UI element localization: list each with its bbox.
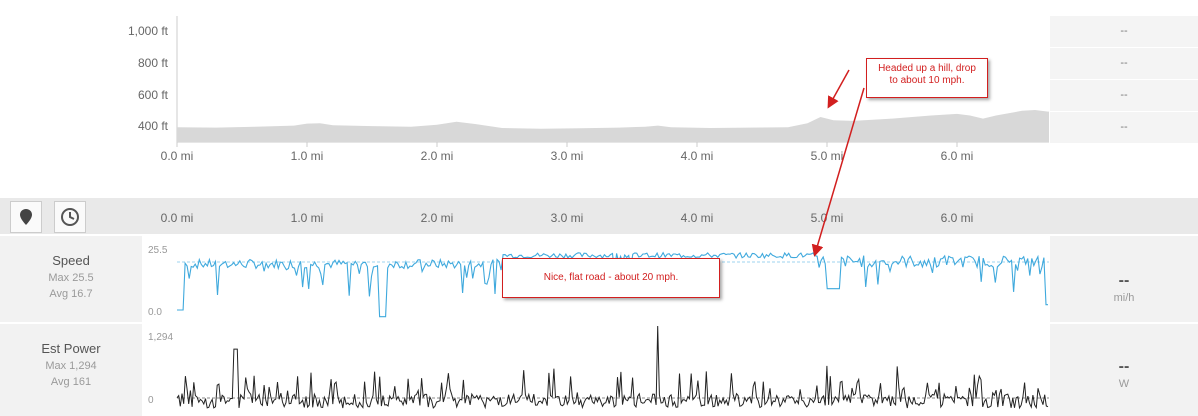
clock-icon [61, 208, 79, 226]
elevation-tick-400: 400 ft [137, 119, 168, 133]
toolbar-x-tick-label: 5.0 mi [810, 211, 844, 225]
elevation-right-value: -- [1050, 48, 1198, 80]
elevation-x-tick-label: 6.0 mi [940, 149, 974, 163]
hill-annotation-text: Headed up a hill, drop to about 10 mph. [878, 63, 976, 86]
elevation-tick-600: 600 ft [137, 88, 168, 102]
elevation-x-tick-label: 5.0 mi [810, 149, 844, 163]
power-unit: W [1118, 378, 1130, 390]
elevation-x-tick-label: 1.0 mi [290, 149, 324, 163]
speed-max: Max 25.5 [48, 272, 94, 284]
speed-current-value: -- [1118, 272, 1130, 289]
toolbar-x-tick-label: 6.0 mi [940, 211, 974, 225]
speed-y-min-label: 0.0 [148, 307, 162, 318]
toolbar-x-tick-label: 1.0 mi [290, 211, 324, 225]
toolbar-x-tick-label: 3.0 mi [550, 211, 584, 225]
speed-series-line [177, 251, 1048, 318]
distance-mode-button[interactable] [10, 201, 42, 233]
time-mode-button[interactable] [54, 201, 86, 233]
elevation-x-tick-label: 0.0 mi [160, 149, 194, 163]
power-y-max-label: 1,294 [148, 332, 174, 343]
elevation-x-tick-label: 3.0 mi [550, 149, 584, 163]
power-series-line [176, 325, 1049, 410]
elevation-area [177, 110, 1049, 142]
toolbar-x-tick-label: 0.0 mi [160, 211, 194, 225]
elevation-tick-800: 800 ft [137, 56, 168, 70]
elevation-x-tick-label: 4.0 mi [680, 149, 714, 163]
power-avg: Avg 161 [50, 376, 92, 388]
elevation-right-value: -- [1050, 16, 1198, 48]
elevation-plot [176, 16, 1049, 147]
hill-annotation: Headed up a hill, drop to about 10 mph. [866, 58, 988, 98]
elevation-x-tick-label: 2.0 mi [420, 149, 454, 163]
elevation-right-value: -- [1050, 112, 1198, 144]
power-current-value: -- [1118, 358, 1130, 375]
speed-title: Speed [52, 253, 90, 268]
power-y-min-label: 0 [148, 395, 154, 406]
toolbar-x-tick-label: 4.0 mi [680, 211, 714, 225]
speed-unit: mi/h [1113, 292, 1135, 304]
flat-annotation: Nice, flat road - about 20 mph. [502, 258, 720, 298]
speed-y-max-label: 25.5 [148, 245, 168, 256]
chart-toolbar [0, 198, 1198, 234]
speed-current-panel: -- mi/h [1050, 236, 1198, 322]
elevation-right-value: -- [1050, 80, 1198, 112]
power-chart [176, 325, 1049, 410]
speed-summary-panel: Speed Max 25.5 Avg 16.7 [0, 236, 142, 322]
map-pin-icon [20, 209, 32, 225]
power-summary-panel: Est Power Max 1,294 Avg 161 [0, 324, 142, 416]
power-max: Max 1,294 [45, 360, 97, 372]
speed-avg: Avg 16.7 [49, 288, 93, 300]
power-current-panel: -- W [1050, 324, 1198, 416]
toolbar-x-tick-label: 2.0 mi [420, 211, 454, 225]
elevation-tick-1000: 1,000 ft [127, 24, 168, 38]
flat-annotation-text: Nice, flat road - about 20 mph. [543, 272, 679, 283]
power-title: Est Power [41, 341, 101, 356]
